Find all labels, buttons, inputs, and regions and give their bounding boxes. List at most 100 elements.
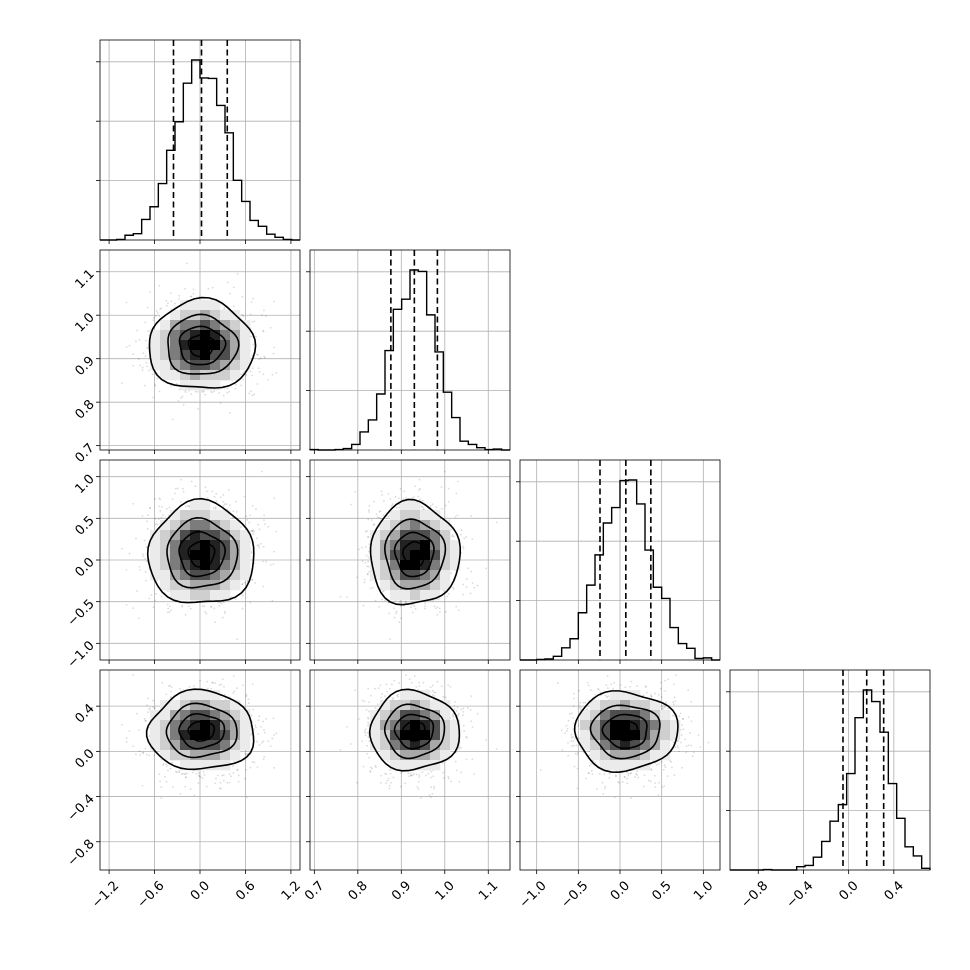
scatter-point	[147, 514, 149, 517]
density-cell	[170, 340, 181, 351]
scatter-point	[447, 487, 450, 490]
density-cell	[230, 570, 241, 581]
scatter-point	[362, 604, 365, 607]
density-cell	[220, 370, 231, 381]
scatter-point	[190, 295, 193, 298]
scatter-point	[253, 728, 255, 731]
contour-level	[178, 325, 227, 366]
scatter-point	[170, 696, 173, 698]
scatter-point	[178, 770, 181, 772]
density-cell	[160, 340, 171, 351]
joint-panel-1-3: −1.0−0.50.00.51.0	[65, 459, 301, 671]
scatter-point	[141, 369, 144, 372]
scatter-point	[135, 537, 137, 540]
y-tick-label: 0.7	[72, 441, 97, 466]
scatter-point	[121, 382, 123, 384]
density-cell	[410, 590, 421, 601]
scatter-point	[181, 604, 184, 607]
scatter-point	[203, 605, 206, 607]
scatter-point	[135, 753, 137, 756]
density-cell	[160, 350, 171, 361]
scatter-point	[155, 593, 157, 595]
scatter-point	[226, 391, 229, 394]
scatter-point	[176, 487, 179, 490]
scatter-point	[367, 565, 370, 568]
scatter-point	[198, 775, 201, 778]
scatter-point	[457, 480, 460, 483]
scatter-point	[252, 529, 255, 532]
scatter-point	[156, 523, 159, 526]
scatter-point	[433, 605, 436, 608]
scatter-point	[419, 487, 421, 490]
scatter-point	[273, 550, 275, 553]
joint-panel-1-2: 0.70.80.91.01.1	[72, 249, 301, 466]
panel-frame	[99, 249, 301, 451]
scatter-point	[235, 383, 237, 386]
scatter-point	[218, 392, 220, 394]
scatter-point	[147, 346, 150, 349]
y-tick-label: 1.0	[72, 472, 97, 497]
density-cell	[370, 550, 381, 561]
scatter-point	[204, 610, 206, 613]
density-cell	[230, 320, 241, 331]
scatter-point	[418, 489, 421, 491]
density-cell	[180, 380, 191, 391]
contour-level	[166, 516, 239, 589]
scatter-point	[146, 753, 148, 756]
scatter-point	[240, 384, 243, 387]
density-cell	[200, 360, 211, 371]
scatter-point	[154, 383, 157, 386]
scatter-point	[462, 545, 465, 548]
scatter-point	[275, 372, 278, 374]
scatter-point	[211, 391, 214, 394]
scatter-point	[365, 554, 368, 557]
scatter-point	[257, 719, 260, 722]
scatter-point	[258, 528, 261, 531]
density-cell	[180, 330, 191, 341]
density-cell	[200, 520, 211, 531]
scatter-point	[395, 610, 398, 613]
y-tick-label: −0.8	[65, 837, 98, 870]
density-cell	[180, 360, 191, 371]
scatter-point	[255, 335, 257, 338]
scatter-point	[262, 330, 265, 333]
marginal-panel-3	[516, 459, 721, 664]
scatter-point	[257, 523, 260, 526]
density-cell	[170, 360, 181, 371]
density-cell	[240, 360, 251, 371]
scatter-point	[251, 367, 254, 370]
scatter-point	[246, 518, 249, 521]
scatter-point	[158, 284, 161, 287]
scatter-point	[387, 515, 390, 518]
scatter-point	[363, 578, 366, 581]
scatter-point	[223, 693, 226, 696]
scatter-point	[171, 418, 174, 421]
scatter-point	[145, 546, 148, 548]
scatter-point	[263, 514, 266, 517]
scatter-point	[258, 358, 261, 361]
scatter-point	[452, 535, 455, 538]
scatter-point	[465, 536, 468, 538]
scatter-point	[235, 500, 237, 503]
scatter-point	[275, 530, 278, 533]
scatter-point	[450, 572, 452, 575]
density-cell	[450, 550, 461, 561]
density-cell	[190, 530, 201, 541]
density-cell	[180, 350, 191, 361]
scatter-point	[400, 617, 402, 620]
scatter-point	[215, 492, 218, 495]
scatter-point	[241, 583, 244, 586]
scatter-point	[186, 772, 188, 775]
density-cell	[230, 360, 241, 371]
scatter-point	[168, 611, 171, 613]
density-cell	[200, 550, 211, 561]
density-cell	[200, 540, 211, 551]
scatter-point	[252, 297, 255, 300]
scatter-point	[196, 390, 199, 393]
scatter-point	[226, 781, 229, 784]
x-tick-label: −0.6	[135, 878, 168, 911]
density-cell	[170, 550, 181, 561]
scatter-point	[190, 480, 193, 483]
density-cell	[190, 320, 201, 331]
scatter-point	[241, 607, 244, 610]
